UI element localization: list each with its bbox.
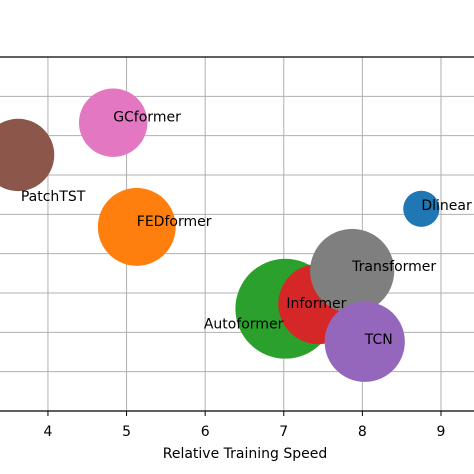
- x-tick-label: 4: [43, 424, 52, 440]
- point-label: Informer: [286, 296, 346, 312]
- point-label: GCformer: [113, 110, 181, 126]
- point-label: TCN: [364, 332, 393, 348]
- bubble: [403, 190, 440, 227]
- bubble: [97, 187, 176, 266]
- bubble: [78, 88, 148, 157]
- bubble: [310, 228, 395, 314]
- plot-area: [0, 57, 474, 411]
- x-tick-label: 9: [437, 424, 446, 440]
- point-label: Transformer: [351, 259, 436, 275]
- point-label: FEDformer: [137, 214, 212, 230]
- x-tick-label: 8: [358, 424, 367, 440]
- bubble: [324, 301, 405, 382]
- x-tick-label: 7: [279, 424, 288, 440]
- bubble: [0, 118, 55, 192]
- x-tick-label: 5: [122, 424, 131, 440]
- x-axis-label: Relative Training Speed: [163, 446, 328, 462]
- point-label: Autoformer: [204, 317, 284, 333]
- x-tick-label: 6: [201, 424, 210, 440]
- point-label: PatchTST: [21, 189, 86, 205]
- point-label: Dlinear: [421, 198, 472, 214]
